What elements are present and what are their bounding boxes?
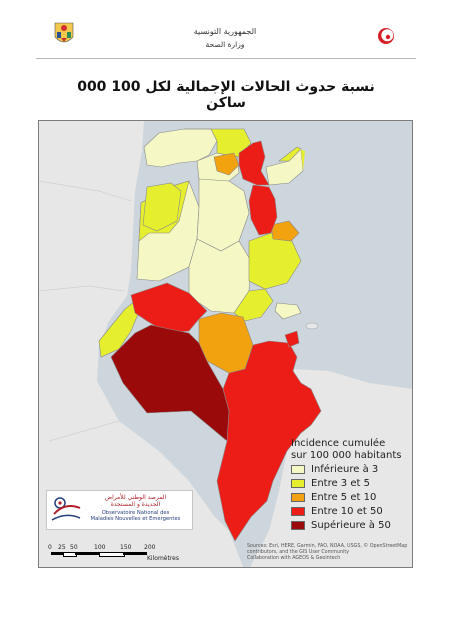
scale-tick-150: 150 [120,544,132,551]
legend-label: Supérieure à 50 [311,520,391,531]
legend-label: Entre 5 et 10 [311,492,377,503]
scale-bar: 0 25 50 100 150 200 Kilomètres [46,544,196,567]
legend-item: Supérieure à 50 [291,519,411,532]
incidence-map: Incidence cumulée sur 100 000 habitants … [38,120,413,568]
scale-tick-25: 25 [58,544,66,551]
legend-item: Entre 3 et 5 [291,477,411,490]
observatory-logo: المرصد الوطني للأمراض الجديدة و المستجدة… [46,490,193,530]
legend-item: Entre 5 et 10 [291,491,411,504]
observatory-emblem-icon [51,497,81,521]
header-divider [36,58,416,59]
legend-label: Entre 3 et 5 [311,478,370,489]
tunisia-emblem-icon [54,22,74,43]
legend-label: Entre 10 et 50 [311,506,383,517]
map-title: نسبة حدوث الحالات الإجمالية لكل 100 000 … [77,79,375,111]
legend-swatch [291,465,305,474]
legend-title-line2: sur 100 000 habitants [291,450,402,461]
observatory-arabic-name: المرصد الوطني للأمراض الجديدة و المستجدة [104,494,167,508]
map-legend: Incidence cumulée sur 100 000 habitants … [291,438,411,532]
legend-label: Inférieure à 3 [311,464,379,475]
scale-tick-200: 200 [144,544,156,551]
legend-swatch [291,507,305,516]
scale-tick-100: 100 [94,544,106,551]
observatory-french-name: Observatoire National des Maladies Nouve… [90,510,181,522]
legend-swatch [291,493,305,502]
legend-swatch [291,521,305,530]
scale-tick-50: 50 [70,544,78,551]
legend-item: Inférieure à 3 [291,463,411,476]
legend-swatch [291,479,305,488]
page-header: الجمهورية التونسية وزارة الصحة [0,0,450,60]
legend-item: Entre 10 et 50 [291,505,411,518]
scale-unit: Kilomètres [147,555,179,562]
scale-tick-0: 0 [48,544,52,551]
map-sources: Sources: Esri, HERE, Garmin, FAO, NOAA, … [247,544,408,561]
legend-title-line1: Incidence cumulée [291,438,386,449]
crescent-logo-icon [378,28,394,44]
republic-name: الجمهورية التونسية [193,27,257,36]
ministry-name: وزارة الصحة [205,40,245,49]
